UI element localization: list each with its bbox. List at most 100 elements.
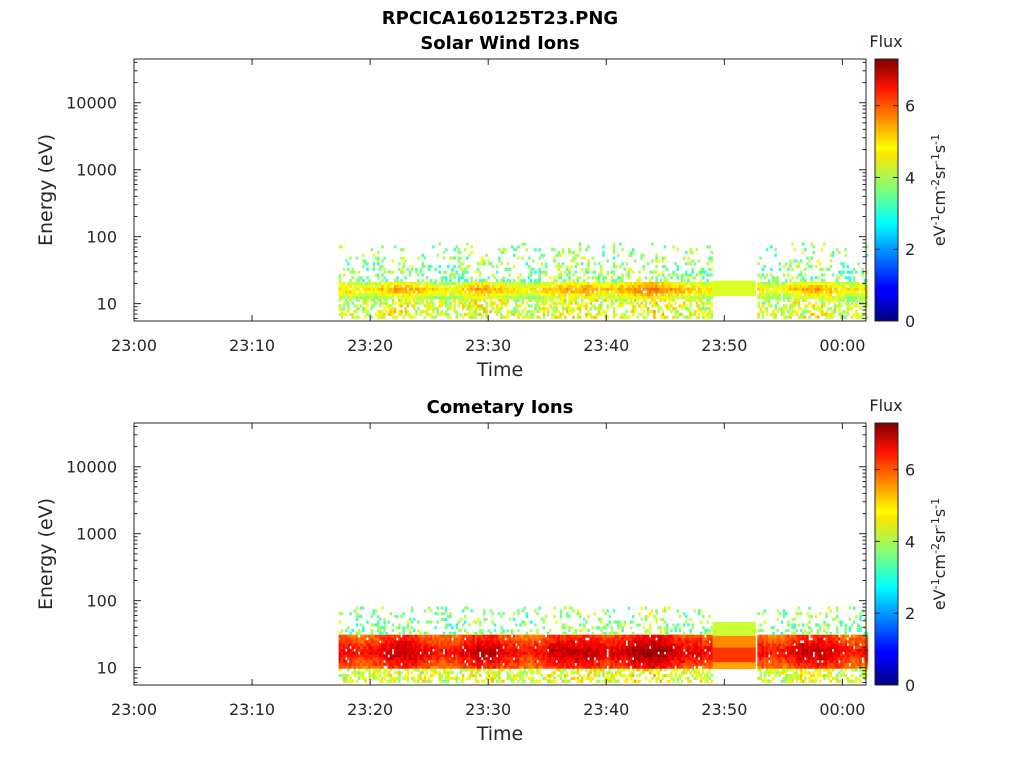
flux-cell [396,645,399,650]
flux-cell [542,315,546,319]
flux-cell [381,643,384,647]
flux-cell [349,662,352,666]
flux-cell [464,640,467,644]
flux-cell [591,659,595,664]
flux-cell [865,315,869,319]
flux-cell [364,676,367,680]
flux-cell [540,662,544,666]
flux-cell [472,657,476,661]
flux-cell [389,310,393,314]
flux-cell [389,643,393,647]
flux-cell [491,671,495,675]
flux-cell [793,281,796,286]
flux-cell [583,651,586,655]
flux-cell [498,659,501,664]
flux-cell [852,295,856,300]
flux-cell [506,671,510,675]
flux-cell [510,648,514,652]
flux-cell [368,643,371,647]
flux-cell [708,267,711,271]
flux-cell [434,637,437,641]
flux-cell [846,265,850,269]
flux-cell [442,643,446,647]
flux-cell [355,679,359,683]
flux-cell [508,643,512,647]
flux-cell [561,248,565,252]
flux-cell [432,307,435,311]
flux-cell [572,662,575,666]
flux-cell [400,671,403,675]
flux-cell [702,301,705,305]
flux-cell [502,284,505,288]
flux-cell [427,620,431,624]
flux-cell [589,634,592,638]
flux-cell [665,304,669,308]
flux-cell [347,267,350,271]
flux-cell [413,629,416,633]
flux-cell [374,640,378,644]
flux-cell [644,298,648,302]
flux-cell [651,281,654,286]
flux-cell [795,290,799,294]
flux-cell [576,304,580,308]
flux-cell [799,312,803,316]
flux-cell [425,298,429,302]
flux-cell [385,287,388,291]
flux-cell [398,310,401,314]
flux-cell [829,307,833,311]
flux-cell [413,287,416,291]
flux-cell [568,629,571,633]
flux-cell [381,290,384,294]
flux-cell [523,671,527,675]
flux-cell [619,276,622,280]
flux-cell [453,304,456,308]
flux-cell [702,270,705,274]
flux-cell [544,640,548,644]
flux-cell [663,295,667,300]
flux-cell [368,654,371,658]
flux-cell [572,671,575,675]
flux-cell [468,648,471,652]
flux-cell [544,265,548,269]
flux-cell [370,248,374,252]
flux-cell [765,273,769,277]
flux-cell [861,273,864,277]
flux-cell [366,312,369,316]
flux-cell [551,662,554,666]
flux-cell [476,659,480,664]
flux-cell [417,676,420,680]
flux-cell [483,648,486,652]
flux-cell [797,293,801,297]
flux-cell [532,662,535,666]
flux-cell [625,262,629,266]
flux-cell [359,674,363,678]
flux-cell [706,245,709,249]
flux-cell [555,287,558,291]
flux-cell [489,287,493,291]
flux-cell [459,654,463,658]
flux-cell [610,654,614,658]
flux-cell [602,279,605,283]
flux-cell [512,662,516,666]
flux-cell [506,293,510,297]
flux-cell [351,287,354,291]
flux-cell [600,293,603,297]
flux-cell [402,281,405,286]
flux-cell [519,657,522,661]
flux-cell [493,654,497,658]
flux-cell [827,281,830,286]
flux-cell [434,307,437,311]
flux-cell [572,307,575,311]
flux-cell [391,623,395,627]
flux-cell [814,287,818,291]
flux-cell [663,284,667,288]
flux-cell [510,245,514,249]
flux-cell [523,284,527,288]
flux-cell [419,654,422,658]
flux-cell [572,310,575,314]
flux-cell [818,307,822,311]
flux-cell [359,290,363,294]
flux-cell [451,671,454,675]
flux-cell [464,668,467,672]
flux-cell [483,279,486,283]
